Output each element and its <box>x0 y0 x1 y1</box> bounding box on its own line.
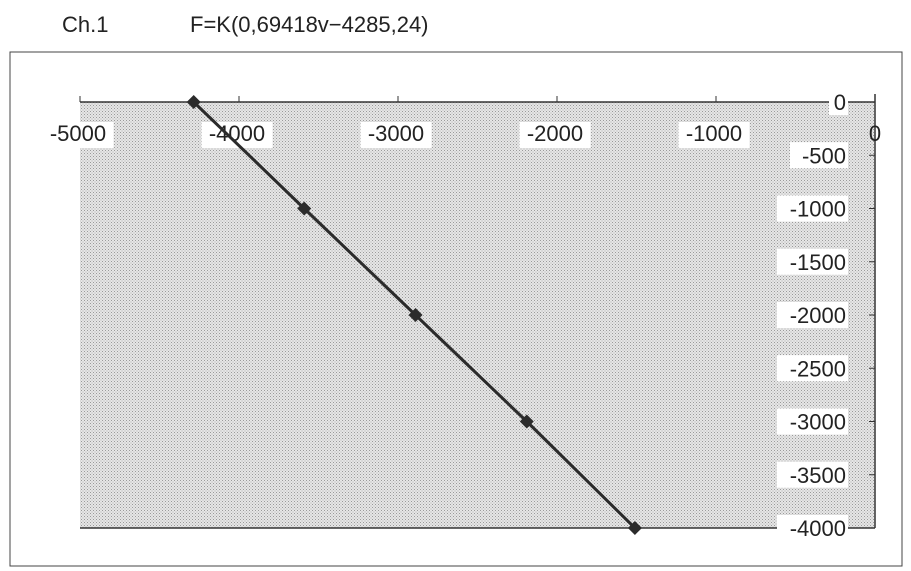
y-tick-label-bg <box>777 461 848 488</box>
y-tick-label: -1000 <box>790 197 846 222</box>
x-tick-label-bg <box>42 122 114 148</box>
y-tick-label-bg <box>777 515 848 541</box>
data-point-marker <box>627 521 642 535</box>
plot-area <box>80 102 875 528</box>
channel-label: Ch.1 <box>62 12 109 37</box>
y-tick-label-bg <box>777 195 848 222</box>
y-tick-label: -4000 <box>790 516 846 541</box>
x-tick-label: -2000 <box>527 121 583 146</box>
y-tick-label-bg <box>790 142 848 169</box>
y-tick-label-bg <box>777 302 848 328</box>
x-tick-label: -3000 <box>368 121 424 146</box>
y-tick-label-bg <box>777 355 848 382</box>
y-tick-label-bg <box>829 89 848 115</box>
data-point-marker <box>408 308 423 322</box>
y-tick-label: 0 <box>834 90 846 115</box>
y-tick-label: -3500 <box>790 463 846 488</box>
x-tick-label-bg <box>519 122 591 148</box>
y-tick-label-bg <box>777 248 848 275</box>
data-point-marker <box>297 201 312 216</box>
data-point-marker <box>186 95 201 109</box>
data-point-marker <box>519 414 534 429</box>
x-tick-label: 0 <box>869 121 881 146</box>
x-tick-label-bg <box>678 122 750 148</box>
x-tick-label: -1000 <box>686 121 742 146</box>
y-tick-label: -2500 <box>790 356 846 381</box>
y-tick-label-bg <box>777 408 848 435</box>
y-tick-label: -3000 <box>790 410 846 435</box>
formula-label: F=K(0,69418v−4285,24) <box>190 12 429 37</box>
y-tick-label: -500 <box>802 143 846 168</box>
x-tick-label: -5000 <box>50 121 106 146</box>
y-tick-label: -1500 <box>790 250 846 275</box>
y-tick-label: -2000 <box>790 303 846 328</box>
chart-header: Ch.1 F=K(0,69418v−4285,24) <box>0 0 911 50</box>
x-tick-label-bg <box>360 122 432 148</box>
